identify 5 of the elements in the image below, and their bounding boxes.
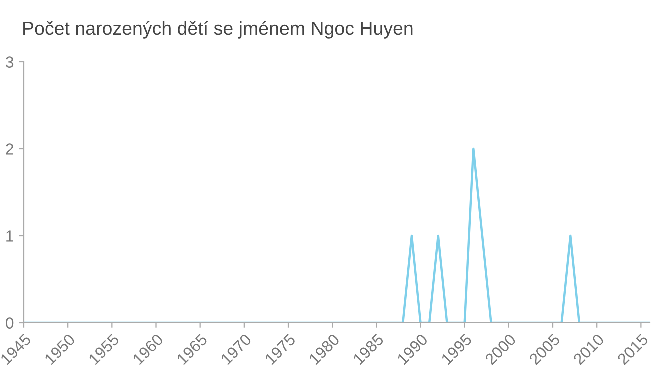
y-tick-label: 0 xyxy=(6,318,14,329)
y-tick-label: 3 xyxy=(6,56,14,68)
y-tick-label: 1 xyxy=(6,230,14,242)
y-tick-label: 2 xyxy=(6,144,14,155)
chart-title: Počet narozených dětí se jménem Ngoc Huyen xyxy=(24,21,413,39)
